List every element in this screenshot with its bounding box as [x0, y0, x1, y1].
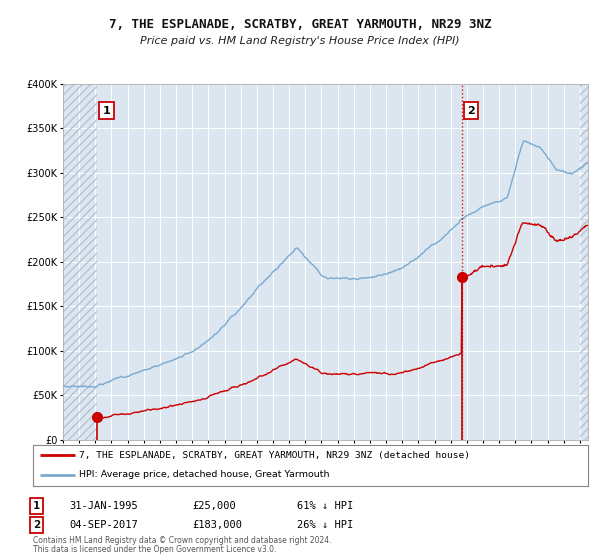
Text: 1: 1 — [33, 501, 40, 511]
Text: This data is licensed under the Open Government Licence v3.0.: This data is licensed under the Open Gov… — [33, 545, 277, 554]
Text: 1: 1 — [103, 106, 110, 116]
Text: Contains HM Land Registry data © Crown copyright and database right 2024.: Contains HM Land Registry data © Crown c… — [33, 536, 331, 545]
Text: 04-SEP-2017: 04-SEP-2017 — [69, 520, 138, 530]
Text: £183,000: £183,000 — [192, 520, 242, 530]
Text: 7, THE ESPLANADE, SCRATBY, GREAT YARMOUTH, NR29 3NZ: 7, THE ESPLANADE, SCRATBY, GREAT YARMOUT… — [109, 18, 491, 31]
Text: £25,000: £25,000 — [192, 501, 236, 511]
Text: 26% ↓ HPI: 26% ↓ HPI — [297, 520, 353, 530]
Text: 2: 2 — [467, 106, 475, 116]
Text: 7, THE ESPLANADE, SCRATBY, GREAT YARMOUTH, NR29 3NZ (detached house): 7, THE ESPLANADE, SCRATBY, GREAT YARMOUT… — [79, 451, 470, 460]
Text: 2: 2 — [33, 520, 40, 530]
Text: 61% ↓ HPI: 61% ↓ HPI — [297, 501, 353, 511]
Text: HPI: Average price, detached house, Great Yarmouth: HPI: Average price, detached house, Grea… — [79, 470, 329, 479]
Text: Price paid vs. HM Land Registry's House Price Index (HPI): Price paid vs. HM Land Registry's House … — [140, 36, 460, 46]
Text: 31-JAN-1995: 31-JAN-1995 — [69, 501, 138, 511]
